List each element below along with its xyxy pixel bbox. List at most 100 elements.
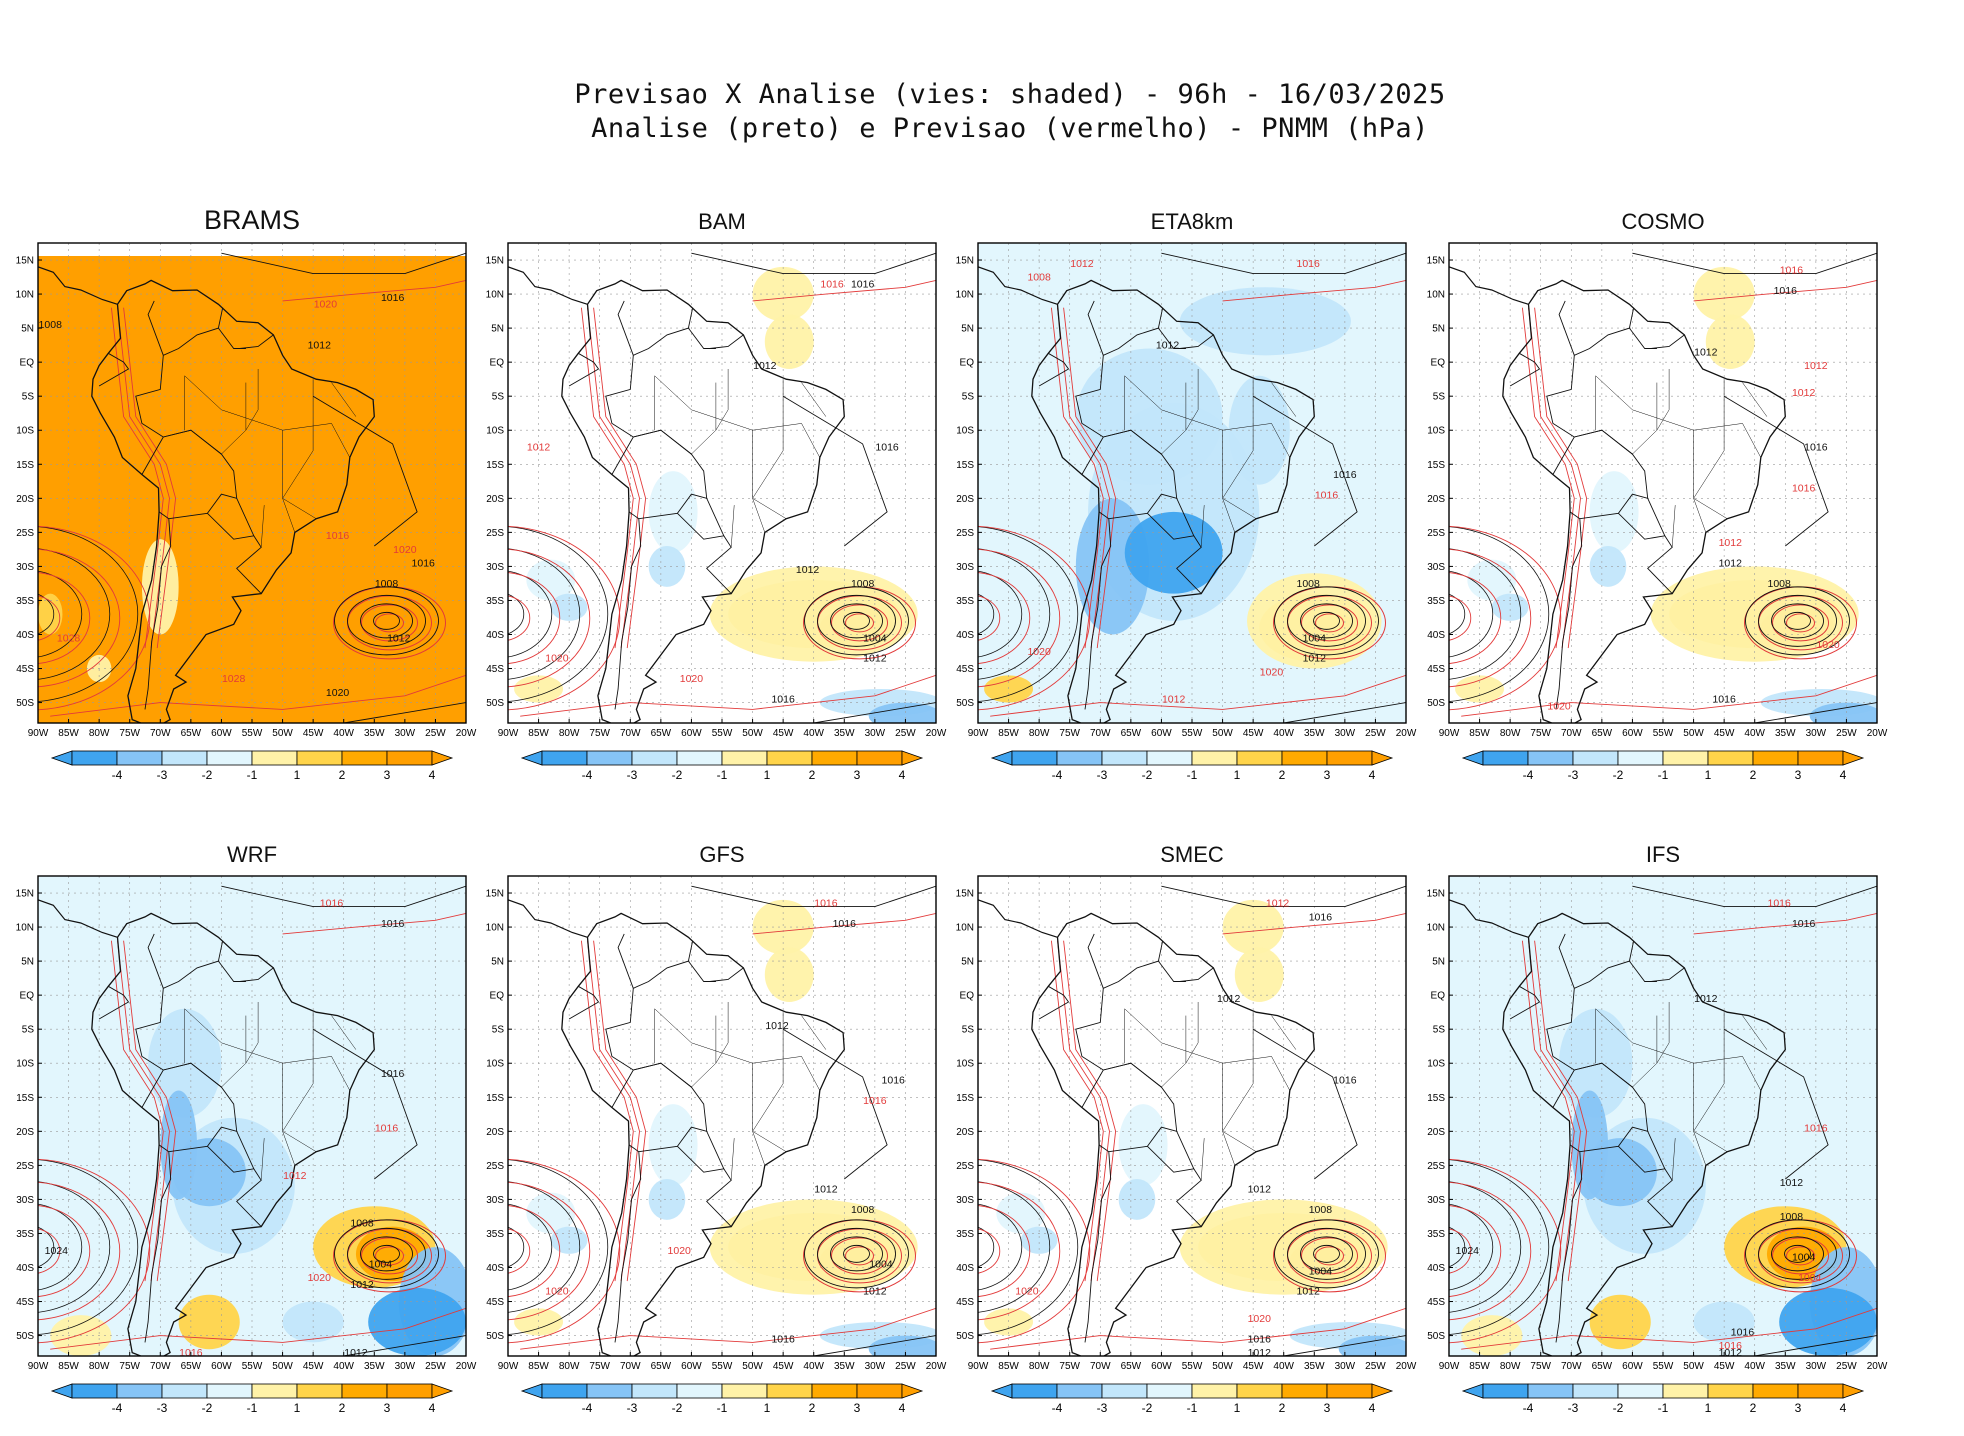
bias-area	[1075, 348, 1223, 485]
colorbar-label: 1	[1234, 1401, 1241, 1415]
isobar-analysis	[508, 1203, 553, 1291]
isobar-forecast	[978, 595, 1001, 641]
bias-area	[148, 1008, 222, 1118]
isobar-forecast	[1449, 1205, 1502, 1298]
lon-tick-label: 80W	[89, 728, 110, 739]
lon-tick-label: 45W	[1243, 1361, 1264, 1372]
lat-tick-label: 10S	[486, 426, 504, 437]
country-border	[1038, 985, 1070, 1020]
lon-tick-label: 60W	[1622, 1361, 1643, 1372]
country-border	[1509, 352, 1541, 387]
isobar-forecast	[110, 307, 164, 649]
lon-tick-label: 45W	[773, 728, 794, 739]
colorbar-label: 1	[1705, 768, 1712, 782]
colorbar: -4 -3 -2 -1 1 2 3 4	[990, 750, 1394, 782]
lon-tick-label: 50W	[1212, 1361, 1233, 1372]
lon-tick-label: 50W	[272, 728, 293, 739]
state-border	[1595, 1008, 1633, 1064]
colorbar-label: -4	[1523, 1401, 1534, 1415]
lon-tick-label: 20W	[1396, 1361, 1417, 1372]
isobar-label: 1012	[1248, 1347, 1272, 1359]
bias-area	[868, 702, 936, 723]
country-border	[168, 1126, 237, 1153]
isobar-analysis	[1449, 1159, 1550, 1335]
lon-tick-label: 35W	[364, 728, 385, 739]
panel-body: 1016102010081012101610201008101610121028…	[38, 243, 466, 723]
isobar-analysis	[1723, 395, 1829, 547]
colorbar-segment	[206, 1383, 253, 1399]
colorbar-label: -3	[157, 768, 168, 782]
lat-tick-label: 45S	[486, 1297, 504, 1308]
isobar-label: 1008	[1309, 1204, 1333, 1216]
colorbar-label: -2	[1142, 1401, 1153, 1415]
isobar-label: 1012	[308, 340, 332, 352]
colorbar-segment	[541, 750, 588, 766]
isobar-label: 1016	[1333, 1075, 1357, 1087]
isobar-analysis	[1745, 1219, 1850, 1289]
isobar-forecast	[508, 525, 621, 711]
lon-tick-label: 55W	[712, 728, 733, 739]
country-border	[135, 307, 224, 475]
isobar-analysis	[1449, 548, 1522, 680]
isobar-analysis	[978, 1159, 1079, 1335]
lat-tick-label: 30S	[1427, 1195, 1445, 1206]
figure-title: Previsao X Analise (vies: shaded) - 96h …	[0, 78, 1964, 146]
isobar-label: 1020	[668, 1245, 692, 1257]
state-border	[1693, 498, 1728, 519]
lat-tick-label: 25S	[16, 528, 34, 539]
isobar-forecast	[1449, 525, 1562, 711]
colorbar-segment	[296, 750, 343, 766]
colorbar-label: -1	[247, 1401, 258, 1415]
bias-area	[648, 471, 698, 553]
isobar-label: 1020	[1027, 646, 1051, 658]
coastline	[978, 266, 1058, 305]
lon-tick-label: 75W	[589, 728, 610, 739]
lat-tick-label: 10N	[16, 290, 34, 301]
bias-area	[764, 314, 814, 369]
isobar-analysis	[1746, 702, 1877, 723]
isobar-forecast	[520, 1307, 936, 1350]
colorbar-segment	[1056, 750, 1103, 766]
isobar-analysis	[38, 526, 139, 702]
colorbar-label: -1	[1658, 768, 1669, 782]
state-border	[1185, 1002, 1199, 1064]
colorbar-segment	[1752, 1383, 1799, 1399]
country-border	[568, 352, 600, 387]
isobar-analysis	[508, 1226, 525, 1268]
isobar-forecast	[375, 1246, 405, 1266]
lat-tick-label: 50S	[1427, 698, 1445, 709]
country-border	[617, 933, 634, 989]
country-border	[163, 1062, 222, 1088]
state-border	[1124, 1008, 1162, 1064]
lon-tick-label: 20W	[1396, 728, 1417, 739]
country-border	[633, 429, 692, 455]
isobar-forecast	[282, 912, 466, 935]
isobar-label: 1016	[1309, 911, 1333, 923]
lat-tick-label: EQ	[20, 991, 35, 1002]
isobar-label: 1004	[1309, 1265, 1333, 1277]
colorbar-arrow-right	[1371, 750, 1394, 766]
colorbar-segment	[676, 750, 723, 766]
bias-area	[648, 1104, 698, 1186]
isobar-forecast	[508, 1228, 531, 1274]
lat-tick-label: 5S	[1433, 1025, 1446, 1036]
state-border	[1200, 505, 1205, 548]
isobar-analysis	[1274, 1219, 1379, 1289]
lat-tick-label: 15N	[1427, 889, 1445, 900]
bias-area	[1650, 566, 1859, 662]
country-border	[1555, 1144, 1583, 1343]
colorbar-label: -4	[1052, 768, 1063, 782]
isobar-label: 1020	[1015, 1286, 1039, 1298]
state-border	[282, 498, 317, 519]
lat-tick-label: EQ	[20, 358, 35, 369]
colorbar-label: 2	[1750, 1401, 1757, 1415]
lon-tick-label: 20W	[456, 728, 477, 739]
isobar-forecast	[1315, 613, 1345, 633]
state-border	[752, 498, 787, 519]
colorbar-segment	[1236, 1383, 1283, 1399]
lat-tick-label: 20S	[1427, 1127, 1445, 1138]
isobar-analysis	[1252, 1028, 1358, 1180]
coastline	[1502, 912, 1786, 1356]
state-border	[752, 1131, 787, 1152]
isobar-forecast	[1301, 604, 1359, 642]
